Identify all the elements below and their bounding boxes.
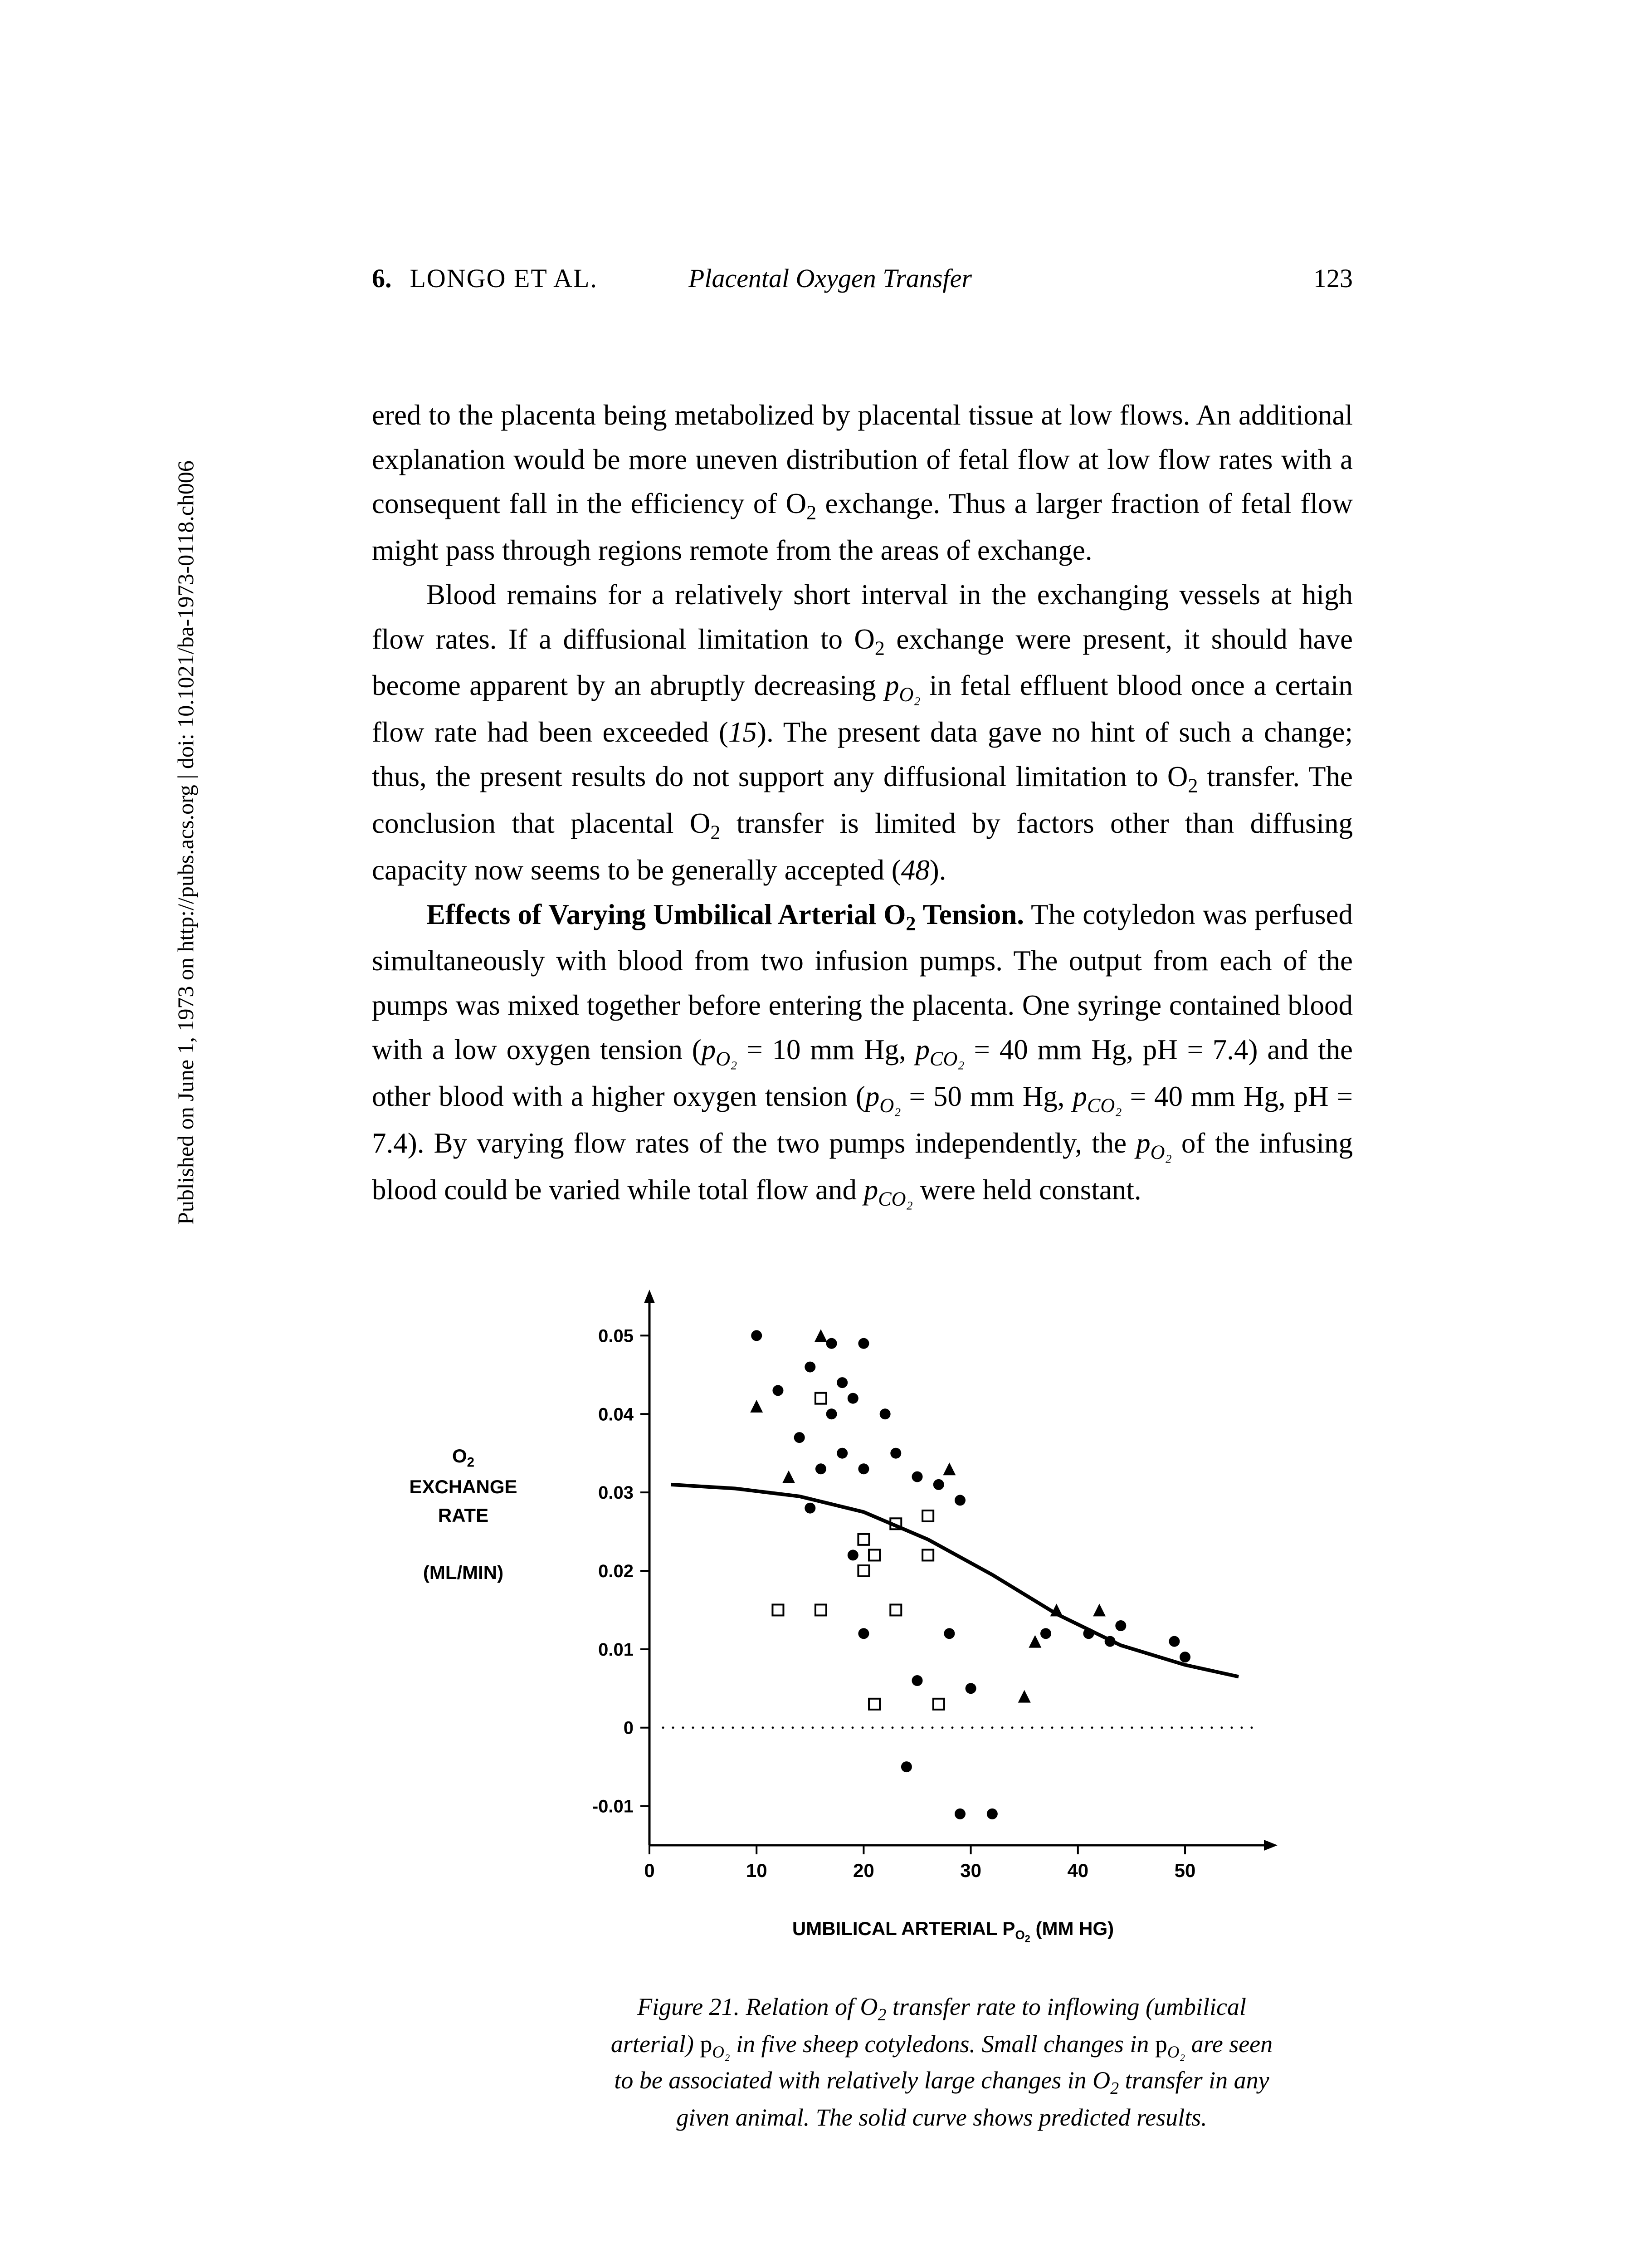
- paragraph-1: ered to the placenta being metabolized b…: [372, 393, 1353, 573]
- chapter-number: 6.: [372, 263, 392, 293]
- svg-text:0.03: 0.03: [598, 1483, 634, 1503]
- svg-text:0: 0: [623, 1718, 633, 1738]
- svg-text:20: 20: [853, 1860, 874, 1881]
- svg-text:30: 30: [960, 1860, 981, 1881]
- x-axis-label: UMBILICAL ARTERIAL PO2 (MM HG): [792, 1918, 1114, 1945]
- running-title: Placental Oxygen Transfer: [688, 263, 972, 293]
- figure-21: O2 EXCHANGE RATE (ML/MIN) 0 10 20 30 40 50 -0.…: [372, 1269, 1353, 2135]
- svg-text:10: 10: [746, 1860, 767, 1881]
- scatter-chart: 0 10 20 30 40 50 -0.01 0 0.01 0.02 0.03 0.04 0.05: [568, 1269, 1293, 1904]
- header-authors: LONGO ET AL.: [410, 263, 598, 293]
- svg-text:40: 40: [1067, 1860, 1088, 1881]
- citation-sidebar: Published on June 1, 1973 on http://pubs…: [172, 460, 199, 1225]
- figure-caption: Figure 21. Relation of O2 transfer rate …: [602, 1990, 1282, 2135]
- svg-text:0.04: 0.04: [598, 1404, 634, 1424]
- paragraph-2: Blood remains for a relatively short int…: [372, 573, 1353, 893]
- paragraph-3: Effects of Varying Umbilical Arterial O2…: [372, 893, 1353, 1215]
- svg-text:50: 50: [1174, 1860, 1195, 1881]
- svg-text:-0.01: -0.01: [592, 1796, 633, 1816]
- svg-text:0.05: 0.05: [598, 1326, 634, 1346]
- running-header: 6. LONGO ET AL. Placental Oxygen Transfe…: [372, 263, 1353, 293]
- section-heading: Effects of Varying Umbilical Arterial O2…: [426, 899, 1024, 930]
- svg-text:0: 0: [644, 1860, 654, 1881]
- svg-text:0.02: 0.02: [598, 1561, 634, 1581]
- y-axis-label: O2 EXCHANGE RATE (ML/MIN): [395, 1442, 532, 1587]
- chart-area: O2 EXCHANGE RATE (ML/MIN) 01020304050-0.…: [568, 1269, 1293, 1904]
- body-text: ered to the placenta being metabolized b…: [372, 393, 1353, 1215]
- page-number: 123: [1313, 263, 1353, 293]
- svg-text:0.01: 0.01: [598, 1639, 634, 1659]
